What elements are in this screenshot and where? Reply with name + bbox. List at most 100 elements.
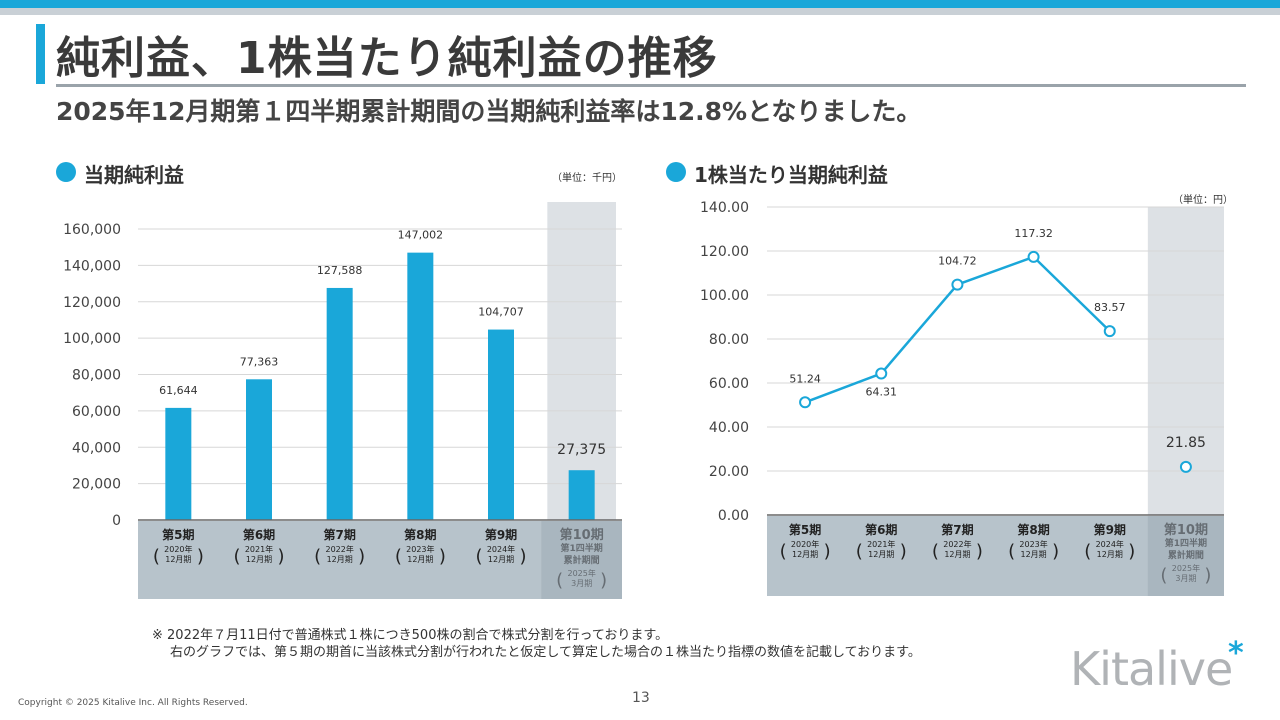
bar-y-tick-label: 140,000 — [63, 258, 121, 274]
bar-category-term: 第5期 — [162, 527, 194, 542]
bar-y-tick-label: 100,000 — [63, 331, 121, 347]
eps-data-label: 83.57 — [1094, 301, 1126, 314]
bar-category-paren-right: ) — [519, 546, 526, 567]
bar-category-paren-right: ) — [439, 546, 446, 567]
eps-data-label: 64.31 — [866, 386, 898, 399]
bar-y-tick-label: 0 — [112, 513, 121, 529]
line-y-tick-label: 120.00 — [700, 244, 749, 260]
bar-data-label: 147,002 — [398, 229, 444, 242]
line-category-paren-left: ( — [1084, 541, 1091, 562]
bar — [165, 407, 192, 520]
bar-category-term: 第8期 — [404, 527, 436, 542]
line-category-period: 2021年 — [867, 539, 895, 549]
bar — [568, 470, 595, 520]
bar-data-label: 27,375 — [557, 442, 606, 458]
line-y-tick-label: 20.00 — [709, 464, 749, 480]
logo-asterisk-icon: * — [1228, 636, 1244, 671]
eps-data-label: 104.72 — [938, 255, 977, 268]
bar-category-term: 第6期 — [243, 527, 275, 542]
top-gray-bar — [0, 8, 1280, 15]
bar-category-term: 第7期 — [323, 527, 355, 542]
eps-point — [799, 396, 812, 409]
eps-point — [1027, 250, 1040, 263]
bar — [326, 287, 353, 520]
right-section-bullet-icon — [666, 162, 686, 182]
line-category-paren-left: ( — [932, 541, 939, 562]
page-number: 13 — [632, 690, 650, 706]
bar-category-period: 12月期 — [488, 555, 514, 564]
line-category-term: 第6期 — [865, 522, 897, 537]
bar — [246, 379, 272, 520]
line-category-period: 2020年 — [791, 539, 819, 549]
bar-highlight-category-cell — [541, 521, 622, 599]
bar-category-period: 2024年 — [487, 544, 515, 554]
line-category-paren-right: ) — [824, 541, 831, 562]
left-unit-label: （単位：千円） — [552, 173, 622, 184]
line-category-period: 12月期 — [868, 550, 894, 559]
line-y-tick-label: 40.00 — [709, 420, 749, 436]
bar-category-paren-right: ) — [277, 546, 284, 567]
line-category-term: 第7期 — [941, 522, 973, 537]
bar-highlight-band — [547, 202, 616, 520]
bar-category-paren-left: ( — [475, 546, 482, 567]
eps-data-label: 51.24 — [789, 372, 821, 385]
title-divider — [56, 84, 1246, 87]
bar-category-term: 第9期 — [485, 527, 517, 542]
bar-y-tick-label: 160,000 — [63, 222, 121, 238]
line-category-term: 第9期 — [1094, 522, 1126, 537]
bar — [407, 252, 434, 520]
eps-point — [951, 278, 964, 291]
bar-data-label: 77,363 — [240, 355, 279, 368]
line-category-term: 第5期 — [789, 522, 821, 537]
right-section-title: 1株当たり当期純利益 — [694, 163, 888, 187]
eps-point — [1179, 460, 1192, 473]
bar-y-tick-label: 20,000 — [72, 477, 121, 493]
bar-category-period: 12月期 — [327, 555, 353, 564]
bar-category-paren-left: ( — [153, 546, 160, 567]
bar-category-period: 2023年 — [406, 544, 434, 554]
line-category-period: 2023年 — [1019, 539, 1047, 549]
page-title: 純利益、1株当たり純利益の推移 — [56, 33, 718, 84]
title-accent-block — [36, 24, 45, 84]
line-highlight-category-cell — [1147, 516, 1224, 596]
bar-category-period: 2022年 — [325, 544, 353, 554]
line-y-tick-label: 0.00 — [718, 508, 749, 524]
bar-category-period: 2020年 — [164, 544, 192, 554]
line-category-period: 12月期 — [1097, 550, 1123, 559]
line-category-paren-right: ) — [1052, 541, 1059, 562]
bar-category-paren-right: ) — [358, 546, 365, 567]
line-category-paren-left: ( — [780, 541, 787, 562]
bar-category-period: 12月期 — [246, 555, 272, 564]
bar-category-paren-right: ) — [197, 546, 204, 567]
line-category-period: 12月期 — [792, 550, 818, 559]
line-category-period: 2022年 — [943, 539, 971, 549]
bar-category-paren-left: ( — [395, 546, 402, 567]
eps-point — [875, 367, 888, 380]
bar-data-label: 127,588 — [317, 264, 363, 277]
top-accent-bar — [0, 0, 1280, 8]
line-category-paren-left: ( — [856, 541, 863, 562]
bar-y-tick-label: 80,000 — [72, 368, 121, 384]
line-category-period: 12月期 — [1020, 550, 1046, 559]
footnote-line-1: ※ 2022年７月11日付で普通株式１株につき500株の割合で株式分割を行ってお… — [152, 628, 669, 643]
bar-category-period: 2021年 — [245, 544, 273, 554]
bar-category-period: 12月期 — [165, 555, 191, 564]
line-category-period: 2024年 — [1096, 539, 1124, 549]
kitalive-logo: Kitalive — [1070, 642, 1233, 696]
line-y-tick-label: 80.00 — [709, 332, 749, 348]
line-category-paren-right: ) — [900, 541, 907, 562]
bar-category-paren-left: ( — [314, 546, 321, 567]
right-unit-label: （単位：円） — [1173, 195, 1233, 206]
bar-category-paren-left: ( — [233, 546, 240, 567]
line-category-period: 12月期 — [944, 550, 970, 559]
footnote-line-2: 右のグラフでは、第５期の期首に当該株式分割が行われたと仮定して算定した場合の１株… — [170, 645, 921, 660]
line-y-tick-label: 60.00 — [709, 376, 749, 392]
left-section-bullet-icon — [56, 162, 76, 182]
line-category-paren-left: ( — [1008, 541, 1015, 562]
eps-data-label: 117.32 — [1014, 227, 1053, 240]
copyright: Copyright © 2025 Kitalive Inc. All Right… — [18, 698, 248, 708]
eps-data-label: 21.85 — [1166, 435, 1206, 451]
bar — [488, 329, 514, 520]
